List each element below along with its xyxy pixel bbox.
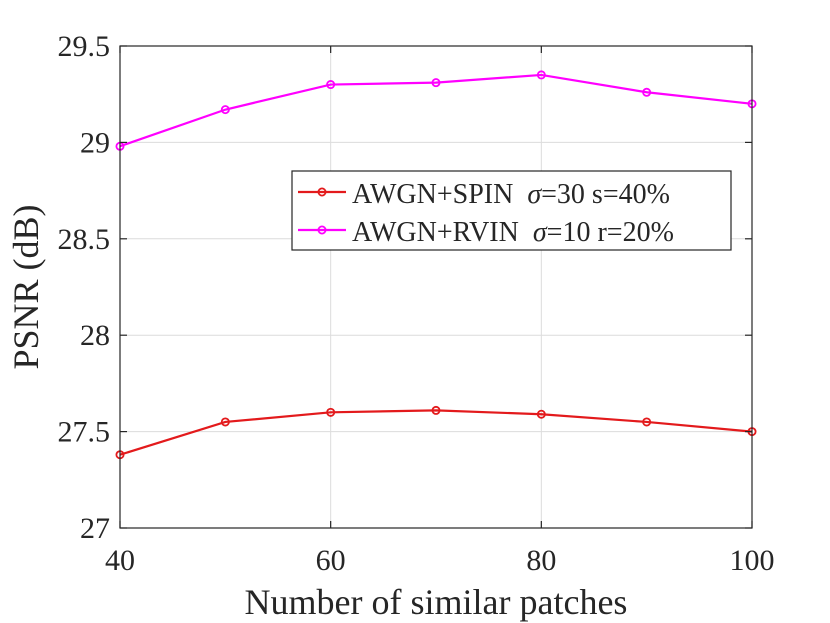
series-0-point (642, 417, 652, 427)
series-1-point (220, 105, 230, 115)
y-axis-label: PSNR (dB) (6, 204, 46, 369)
y-tick-label: 28 (80, 319, 110, 352)
x-tick-label: 100 (730, 544, 775, 577)
series-1-point (642, 87, 652, 97)
series-0-point (326, 407, 336, 417)
ticks (119, 45, 753, 529)
legend-entry-spin: AWGN+SPIN σ=30 s=40% (352, 179, 670, 210)
x-tick-label: 80 (526, 544, 556, 577)
x-tick-label: 60 (316, 544, 346, 577)
y-tick-label: 28.5 (58, 223, 111, 256)
x-axis-label: Number of similar patches (245, 582, 628, 622)
series-layer (115, 70, 757, 460)
y-tick-label: 29.5 (58, 30, 111, 63)
grid (120, 46, 752, 528)
y-tick-label: 27.5 (58, 416, 111, 449)
legend-box (291, 170, 732, 251)
series-0-point (536, 409, 546, 419)
series-0-point (431, 405, 441, 415)
series-0-point (220, 417, 230, 427)
y-tick-label: 27 (80, 512, 110, 545)
series-1-point (536, 70, 546, 80)
legend-entry-rvin: AWGN+RVIN σ=10 r=20% (352, 217, 674, 248)
legend: AWGN+SPIN σ=30 s=40% AWGN+RVIN σ=10 r=20… (291, 170, 732, 251)
x-tick-label: 40 (105, 544, 135, 577)
legend-marker-spin (317, 187, 327, 197)
tick-labels: 40 60 80 100 27 27.5 28 28.5 29 29.5 (58, 30, 775, 577)
series-line-0 (119, 409, 753, 456)
legend-marker-rvin (317, 225, 327, 235)
axes-box (119, 45, 753, 529)
series-1-point (431, 78, 441, 88)
series-line-1 (119, 73, 753, 148)
series-1-point (326, 80, 336, 90)
y-tick-label: 29 (80, 126, 110, 159)
